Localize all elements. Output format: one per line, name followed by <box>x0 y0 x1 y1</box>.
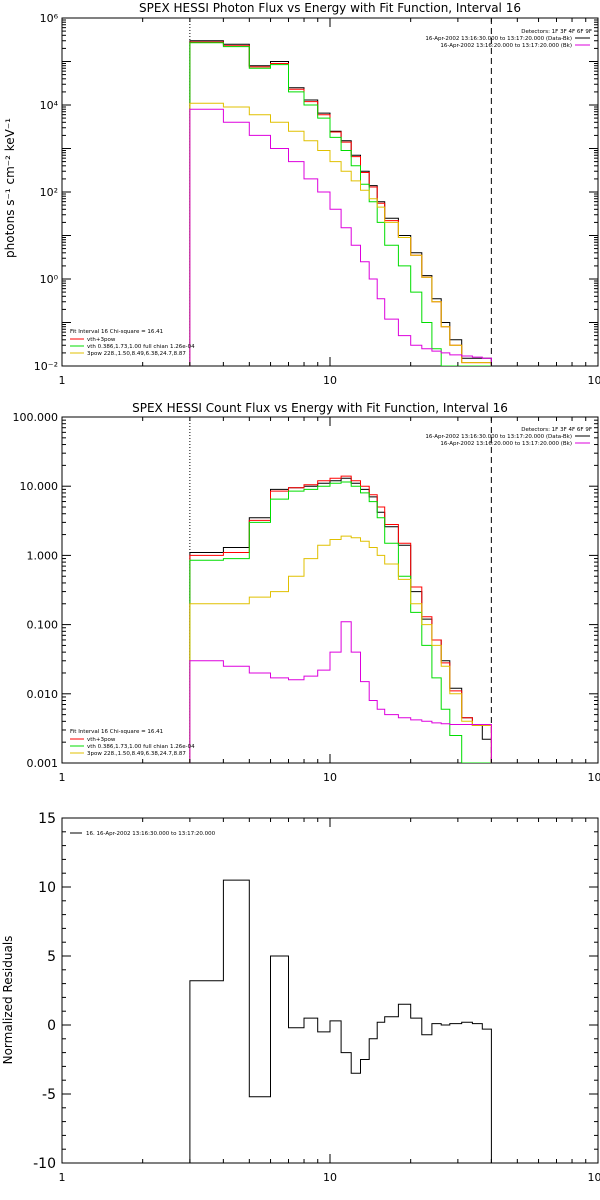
count-header-line1: 16-Apr-2002 13:16:30.000 to 13:17:20.000… <box>425 434 572 440</box>
count-header-detectors: Detectors: 1F 3F 4F 6F 9F <box>521 427 592 433</box>
count-y-tick-label: 10.000 <box>20 480 59 493</box>
count-series-3pow <box>189 535 492 763</box>
photon-series-bk <box>189 108 492 366</box>
photon-x-tick-label: 100 <box>588 374 600 387</box>
count-x-tick-label: 10 <box>323 771 337 784</box>
residuals-x-tick-label: 10 <box>323 1171 337 1184</box>
photon-y-tick-label: 10⁰ <box>40 273 59 286</box>
count-flux-panel: SPEX HESSI Count Flux vs Energy with Fit… <box>13 401 600 784</box>
photon-header-line1: 16-Apr-2002 13:16:30.000 to 13:17:20.000… <box>425 36 572 42</box>
residuals-y-axis-label: Normalized Residuals <box>1 936 15 1065</box>
photon-series-3pow <box>189 102 492 366</box>
residuals-y-tick-label: 5 <box>47 949 56 965</box>
photon-y-tick-label: 10⁻² <box>34 360 58 373</box>
count-fit-legend-3: 3pow 228.,1.50,8.49,6.38,24.7,8.87 <box>87 751 186 757</box>
photon-series-data-bk <box>189 40 492 366</box>
count-chart-title: SPEX HESSI Count Flux vs Energy with Fit… <box>132 401 508 415</box>
photon-series-vth <box>189 42 492 366</box>
residuals-y-tick-label: -5 <box>42 1087 56 1103</box>
count-y-tick-label: 100.000 <box>13 411 59 424</box>
photon-fit-legend-2: vth 0.386,1.73,1.00 full chian 1.26e-04 <box>87 344 195 350</box>
residuals-y-tick-label: 0 <box>47 1018 56 1034</box>
photon-x-tick-label: 1 <box>59 374 66 387</box>
count-fit-legend-1: vth+3pow <box>87 737 116 743</box>
photon-y-tick-label: 10² <box>40 186 58 199</box>
residuals-legend: 16. 16-Apr-2002 13:16:30.000 to 13:17:20… <box>86 831 216 837</box>
residuals-y-tick-label: -10 <box>33 1156 56 1172</box>
photon-fit-legend-3: 3pow 228.,1.50,8.49,6.38,24.7,8.87 <box>87 351 186 357</box>
count-fit-legend-2: vth 0.386,1.73,1.00 full chian 1.26e-04 <box>87 744 195 750</box>
photon-fit-legend-title: Fit Interval 16 Chi-square = 16.41 <box>70 329 163 335</box>
residuals-plot-frame <box>61 817 599 1164</box>
residuals-series-16-16-apr-2002-13-16-30-000-to-13-17-20-000 <box>189 879 492 1163</box>
count-fit-legend-title: Fit Interval 16 Chi-square = 16.41 <box>70 729 163 735</box>
residuals-y-tick-label: 15 <box>38 811 56 827</box>
photon-fit-legend-1: vth+3pow <box>87 337 116 343</box>
photon-flux-panel: SPEX HESSI Photon Flux vs Energy with Fi… <box>3 1 600 387</box>
residuals-x-tick-label: 100 <box>588 1171 600 1184</box>
photon-chart-title: SPEX HESSI Photon Flux vs Energy with Fi… <box>139 1 521 15</box>
photon-x-tick-label: 10 <box>323 374 337 387</box>
count-series-vth-3pow <box>189 475 492 763</box>
count-series-bk <box>189 621 492 763</box>
photon-y-tick-label: 10⁶ <box>40 12 59 25</box>
photon-header-line2: 16-Apr-2002 13:16:20.000 to 13:17:20.000… <box>440 43 572 49</box>
count-series-vth <box>189 481 492 763</box>
count-plot-frame <box>61 416 599 764</box>
photon-y-axis-label: photons s⁻¹ cm⁻² keV⁻¹ <box>3 118 17 258</box>
residuals-x-tick-label: 1 <box>59 1171 66 1184</box>
count-y-tick-label: 0.001 <box>27 757 59 770</box>
photon-series-vth-3pow <box>189 41 492 366</box>
count-y-tick-label: 0.010 <box>27 688 59 701</box>
count-x-tick-label: 100 <box>588 771 600 784</box>
photon-y-tick-label: 10⁴ <box>40 99 59 112</box>
photon-header-detectors: Detectors: 1F 3F 4F 6F 9F <box>521 29 592 35</box>
count-y-tick-label: 0.100 <box>27 619 59 632</box>
residuals-y-tick-label: 10 <box>38 880 56 896</box>
count-header-line2: 16-Apr-2002 13:16:20.000 to 13:17:20.000… <box>440 441 572 447</box>
count-x-tick-label: 1 <box>59 771 66 784</box>
count-series-data-bk <box>189 477 492 763</box>
count-y-tick-label: 1.000 <box>27 549 59 562</box>
